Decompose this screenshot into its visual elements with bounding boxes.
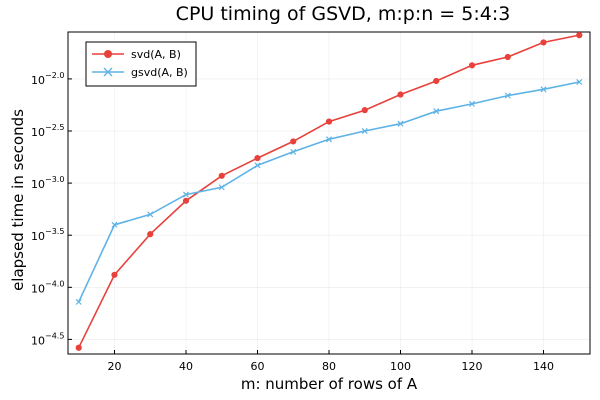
x-tick-label: 80	[322, 360, 336, 373]
data-point	[397, 91, 404, 98]
x-tick-label: 100	[390, 360, 411, 373]
data-point	[182, 191, 190, 198]
x-tick-label: 20	[107, 360, 121, 373]
data-point	[468, 100, 476, 107]
data-point	[468, 62, 476, 69]
legend-item: gsvd(A, B)	[92, 66, 188, 79]
data-point	[290, 138, 297, 145]
x-tick-label: 40	[179, 360, 193, 373]
data-point	[540, 86, 547, 93]
series-svd	[75, 32, 583, 351]
data-point	[254, 154, 261, 162]
data-point	[147, 231, 154, 238]
data-point	[325, 118, 333, 125]
x-tick-label: 120	[462, 360, 483, 373]
data-point	[325, 136, 333, 143]
data-point	[111, 271, 118, 278]
y-tick-label: 10−4.0	[31, 279, 64, 295]
x-axis: 20 40 60 80 100 120 140	[107, 350, 554, 373]
data-point	[147, 211, 154, 218]
legend-box	[85, 41, 197, 87]
data-point	[218, 184, 225, 191]
data-point	[290, 148, 297, 155]
data-point	[433, 108, 440, 115]
y-axis: 10−4.5 10−4.0 10−3.5 10−3.0 10−2.5 10−2.0	[31, 71, 72, 347]
data-point	[361, 107, 368, 114]
y-axis-title: elapsed time in seconds	[9, 109, 27, 291]
data-point	[75, 344, 82, 351]
series-gsvd	[75, 78, 583, 305]
legend-label: svd(A, B)	[131, 48, 181, 61]
legend-marker	[103, 67, 113, 77]
data-point	[433, 77, 440, 85]
y-tick-label: 10−2.5	[31, 123, 64, 139]
data-point	[254, 162, 261, 169]
chart-title: CPU timing of GSVD, m:p:n = 5:4:3	[176, 3, 511, 25]
data-point	[111, 221, 118, 228]
data-point	[182, 197, 190, 204]
data-point	[576, 32, 583, 39]
data-point	[397, 120, 404, 127]
x-axis-title: m: number of rows of A	[241, 375, 418, 393]
data-point	[504, 92, 511, 99]
data-point	[75, 298, 82, 305]
legend-marker	[104, 50, 112, 58]
y-tick-label: 10−4.5	[31, 331, 64, 347]
grid	[68, 32, 590, 354]
legend: svd(A, B) gsvd(A, B)	[85, 41, 197, 87]
series	[75, 32, 583, 351]
data-point	[576, 78, 583, 86]
legend-label: gsvd(A, B)	[131, 66, 188, 79]
x-tick-label: 140	[533, 360, 554, 373]
data-point	[361, 127, 368, 135]
y-tick-label: 10−2.0	[31, 71, 64, 87]
data-point	[540, 39, 547, 46]
x-tick-label: 60	[250, 360, 264, 373]
y-tick-label: 10−3.5	[31, 227, 64, 243]
y-tick-label: 10−3.0	[31, 175, 64, 191]
data-point	[218, 172, 225, 179]
legend-item: svd(A, B)	[92, 48, 181, 61]
data-point	[504, 53, 511, 61]
